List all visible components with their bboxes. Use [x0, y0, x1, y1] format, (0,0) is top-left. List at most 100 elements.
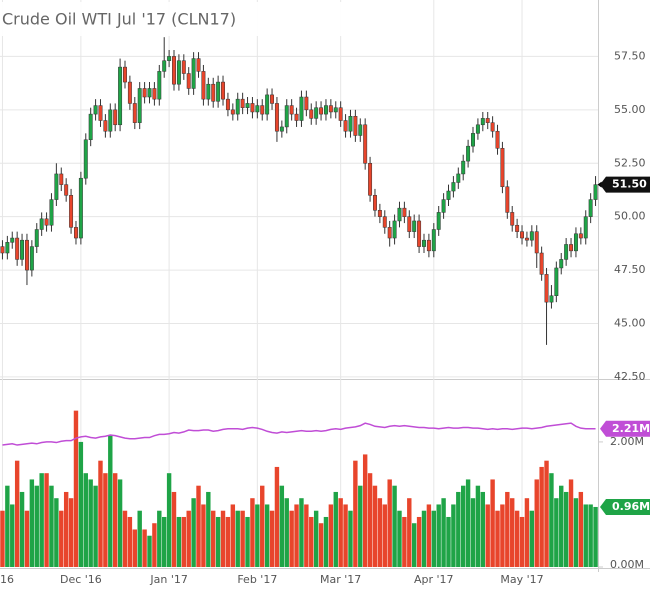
candle-body	[270, 94, 275, 104]
candle-body	[490, 122, 495, 132]
volume-bar	[510, 498, 515, 567]
volume-bar	[5, 485, 10, 567]
volume-bar	[137, 510, 142, 567]
candle-body	[265, 94, 270, 115]
volume-bar	[446, 516, 451, 567]
volume-bar	[323, 516, 329, 567]
candle-body	[201, 71, 206, 100]
candle-body	[284, 105, 289, 128]
candle-body	[44, 218, 49, 226]
volume-bar	[103, 473, 108, 567]
volume-bar	[152, 523, 157, 567]
y-tick-label: 52.50	[614, 156, 646, 169]
y-tick-label: 45.00	[614, 317, 646, 330]
candle-body	[544, 274, 549, 303]
candle-body	[471, 133, 475, 147]
volume-bar	[225, 516, 231, 567]
x-tick-label: Jan '17	[149, 573, 187, 586]
volume-bar	[470, 498, 476, 567]
candle-body	[34, 229, 39, 247]
volume-bar	[299, 498, 304, 567]
candle-body	[15, 237, 20, 260]
candle-body	[431, 229, 436, 252]
candle-body	[69, 195, 74, 228]
volume-tick-label: 0.00M	[610, 558, 644, 571]
candle-body	[103, 120, 108, 132]
candle-body	[142, 88, 147, 98]
volume-bar	[500, 504, 505, 567]
volume-bar	[68, 498, 74, 567]
volume-bar	[431, 510, 437, 567]
volume-bar	[514, 510, 520, 567]
last-price-label: 51.50	[612, 178, 647, 191]
candle-body	[299, 96, 304, 121]
candle-body	[593, 184, 598, 200]
last-price-pointer	[597, 181, 602, 188]
volume-bar	[313, 510, 319, 567]
volume-bar	[34, 485, 39, 567]
volume-bar	[554, 498, 559, 567]
candle-body	[534, 231, 539, 254]
volume-bar	[220, 510, 226, 567]
volume-bar	[24, 510, 30, 567]
candle-body	[279, 126, 284, 132]
candle-body	[245, 103, 250, 108]
candle-body	[309, 109, 314, 119]
candle-body	[113, 109, 118, 126]
last-volume-tag	[600, 498, 650, 515]
volume-ma-line	[2, 422, 596, 446]
candle-body	[59, 173, 64, 185]
candle-body	[515, 224, 520, 232]
volume-bar	[88, 479, 93, 567]
x-tick-label: Apr '17	[414, 573, 454, 586]
volume-bar	[63, 491, 69, 567]
candle-body	[108, 109, 113, 132]
candle-body	[382, 216, 387, 228]
candle-body	[363, 124, 368, 164]
candle-body	[333, 107, 338, 113]
volume-bar	[215, 516, 221, 567]
candle-body	[54, 173, 59, 200]
volume-bar	[19, 491, 25, 567]
volume-bar	[235, 510, 240, 567]
candle-body	[132, 103, 137, 123]
volume-bar	[255, 504, 260, 567]
volume-bar	[529, 510, 535, 567]
volume-bar	[436, 504, 441, 567]
candle-body	[377, 210, 382, 217]
volume-bar	[338, 498, 343, 567]
volume-bar	[191, 498, 196, 567]
candle-body	[426, 239, 431, 252]
volume-bar	[49, 485, 54, 567]
candle-body	[392, 220, 397, 239]
candle-body	[5, 242, 10, 254]
candle-body	[319, 107, 324, 115]
volume-bar	[524, 498, 530, 567]
volume-bar	[127, 516, 133, 567]
candle-body	[255, 105, 260, 113]
volume-bar	[593, 506, 598, 567]
candle-body	[29, 246, 34, 271]
candle-body	[485, 118, 490, 123]
volume-bar	[475, 485, 481, 567]
candle-body	[456, 173, 461, 183]
candle-body	[539, 252, 544, 275]
volume-bar	[108, 435, 113, 567]
candle-body	[451, 182, 456, 192]
volume-bar	[112, 473, 118, 567]
candle-body	[118, 66, 123, 126]
volume-bar	[142, 529, 147, 567]
candle-body	[240, 98, 245, 108]
candle-body	[250, 103, 255, 113]
volume-bar	[505, 491, 510, 567]
x-tick-label: Mar '17	[320, 573, 361, 586]
volume-bar	[206, 491, 211, 567]
candle-body	[230, 109, 235, 115]
candle-body	[338, 107, 343, 121]
x-tick-label: Feb '17	[237, 573, 277, 586]
volume-bar	[372, 485, 378, 567]
candle-body	[304, 96, 309, 111]
volume-bar	[166, 473, 172, 567]
volume-bar	[387, 479, 392, 567]
volume-bar	[186, 510, 191, 567]
